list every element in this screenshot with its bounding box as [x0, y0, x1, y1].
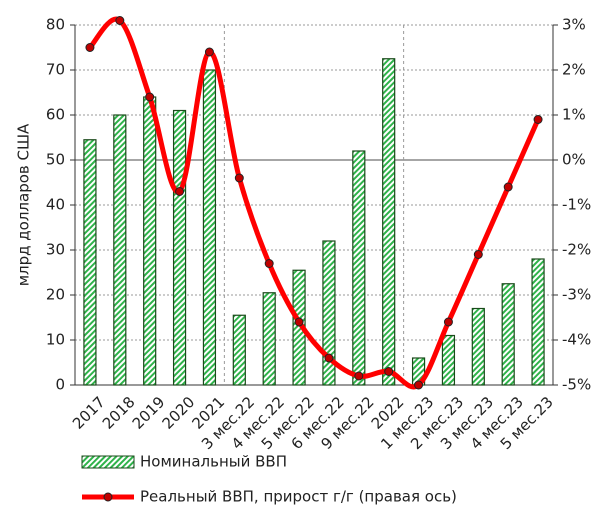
line-marker: [443, 317, 453, 327]
y-axis-label: млрд долларов США: [15, 123, 33, 286]
bar: [382, 58, 396, 386]
y-tick-label: 80: [46, 16, 65, 34]
line-marker: [503, 182, 513, 192]
y2-tick-label: -1%: [562, 196, 591, 214]
line-marker: [85, 43, 95, 52]
y2-tick-label: 3%: [562, 16, 586, 34]
bar: [202, 69, 217, 386]
legend-marker: [103, 492, 113, 502]
x-tick-label: 2017: [69, 393, 109, 433]
legend-label: Номинальный ВВП: [140, 453, 287, 471]
y2-tick-label: 1%: [562, 106, 586, 124]
bar: [262, 292, 276, 386]
legend-bar-swatch: [81, 455, 135, 469]
bar: [172, 109, 187, 386]
bar: [352, 150, 366, 386]
line-marker: [264, 259, 274, 268]
y2-tick-label: -4%: [562, 331, 591, 349]
bar: [143, 96, 157, 386]
bar: [322, 240, 336, 386]
line-marker: [294, 317, 304, 327]
y-tick-label: 60: [46, 106, 65, 124]
y-tick-label: 30: [46, 241, 65, 259]
y-tick-label: 10: [46, 331, 65, 349]
y2-tick-label: -3%: [562, 286, 591, 304]
line-marker: [414, 380, 424, 390]
y2-tick-label: -5%: [562, 376, 591, 394]
line-marker: [533, 115, 543, 124]
bar: [471, 307, 485, 386]
y-tick-label: 70: [46, 61, 65, 79]
bar: [501, 283, 515, 386]
line-marker: [324, 353, 334, 363]
legend-label: Реальный ВВП, прирост г/г (правая ось): [140, 488, 457, 506]
line-marker: [354, 371, 364, 381]
x-tick-label: 2020: [159, 393, 199, 433]
bar: [232, 314, 246, 386]
y-tick-label: 20: [46, 286, 65, 304]
y-tick-label: 0: [55, 376, 65, 394]
line-marker: [145, 92, 155, 102]
y2-tick-label: 2%: [562, 61, 586, 79]
line-marker: [234, 173, 244, 183]
y-tick-label: 40: [46, 196, 65, 214]
bar: [113, 114, 127, 386]
bar: [83, 139, 97, 386]
line-marker: [384, 367, 394, 376]
line-marker: [204, 47, 214, 57]
y2-tick-label: -2%: [562, 241, 591, 259]
y-tick-label: 50: [46, 151, 65, 169]
line-marker: [175, 187, 185, 196]
line-marker: [473, 250, 483, 259]
bar: [531, 258, 545, 386]
bar: [441, 334, 456, 386]
x-tick-label: 2019: [129, 393, 169, 433]
line-marker: [115, 16, 125, 25]
y2-tick-label: 0%: [562, 151, 586, 169]
line: [88, 16, 541, 390]
x-tick-label: 2018: [99, 393, 139, 433]
